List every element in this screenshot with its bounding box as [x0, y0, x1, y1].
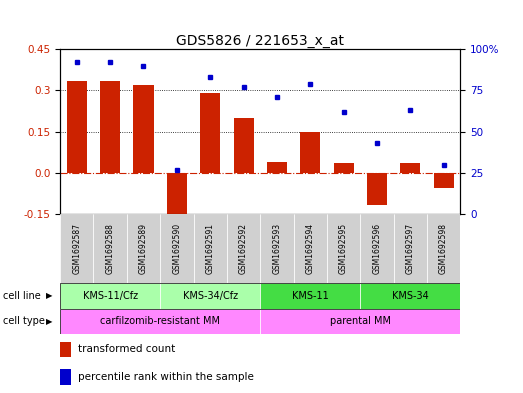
- Text: KMS-34: KMS-34: [392, 291, 429, 301]
- Text: GSM1692591: GSM1692591: [206, 223, 214, 274]
- Bar: [434, 173, 453, 188]
- Text: GSM1692587: GSM1692587: [72, 223, 81, 274]
- Bar: [100, 81, 120, 173]
- Bar: [360, 214, 393, 283]
- Bar: [227, 214, 260, 283]
- Bar: [200, 93, 220, 173]
- Bar: [233, 118, 254, 173]
- Bar: [260, 283, 360, 309]
- Bar: [60, 214, 94, 283]
- Bar: [94, 214, 127, 283]
- Text: GSM1692589: GSM1692589: [139, 223, 148, 274]
- Bar: [260, 309, 460, 334]
- Bar: [60, 369, 71, 385]
- Text: KMS-11: KMS-11: [292, 291, 328, 301]
- Bar: [267, 162, 287, 173]
- Bar: [334, 163, 354, 173]
- Text: KMS-11/Cfz: KMS-11/Cfz: [83, 291, 138, 301]
- Bar: [127, 214, 160, 283]
- Text: percentile rank within the sample: percentile rank within the sample: [78, 372, 254, 382]
- Bar: [60, 283, 160, 309]
- Text: carfilzomib-resistant MM: carfilzomib-resistant MM: [100, 316, 220, 326]
- Bar: [393, 214, 427, 283]
- Title: GDS5826 / 221653_x_at: GDS5826 / 221653_x_at: [176, 34, 344, 48]
- Bar: [67, 81, 87, 173]
- Text: transformed count: transformed count: [78, 344, 175, 354]
- Text: GSM1692593: GSM1692593: [272, 223, 281, 274]
- Text: KMS-34/Cfz: KMS-34/Cfz: [183, 291, 238, 301]
- Text: ▶: ▶: [46, 317, 52, 326]
- Bar: [60, 309, 260, 334]
- Text: parental MM: parental MM: [329, 316, 391, 326]
- Bar: [300, 132, 320, 173]
- Bar: [360, 283, 460, 309]
- Bar: [260, 214, 293, 283]
- Text: GSM1692598: GSM1692598: [439, 223, 448, 274]
- Bar: [327, 214, 360, 283]
- Bar: [167, 173, 187, 226]
- Text: cell type: cell type: [3, 316, 44, 326]
- Text: GSM1692592: GSM1692592: [239, 223, 248, 274]
- Text: GSM1692590: GSM1692590: [173, 223, 181, 274]
- Text: GSM1692594: GSM1692594: [306, 223, 315, 274]
- Bar: [427, 214, 460, 283]
- Text: GSM1692597: GSM1692597: [406, 223, 415, 274]
- Bar: [194, 214, 227, 283]
- Bar: [367, 173, 387, 204]
- Bar: [160, 214, 194, 283]
- Bar: [400, 163, 420, 173]
- Bar: [293, 214, 327, 283]
- Bar: [60, 342, 71, 357]
- Text: cell line: cell line: [3, 291, 40, 301]
- Text: GSM1692595: GSM1692595: [339, 223, 348, 274]
- Bar: [133, 85, 154, 173]
- Text: GSM1692588: GSM1692588: [106, 223, 115, 274]
- Text: GSM1692596: GSM1692596: [372, 223, 381, 274]
- Bar: [160, 283, 260, 309]
- Text: ▶: ▶: [46, 291, 52, 300]
